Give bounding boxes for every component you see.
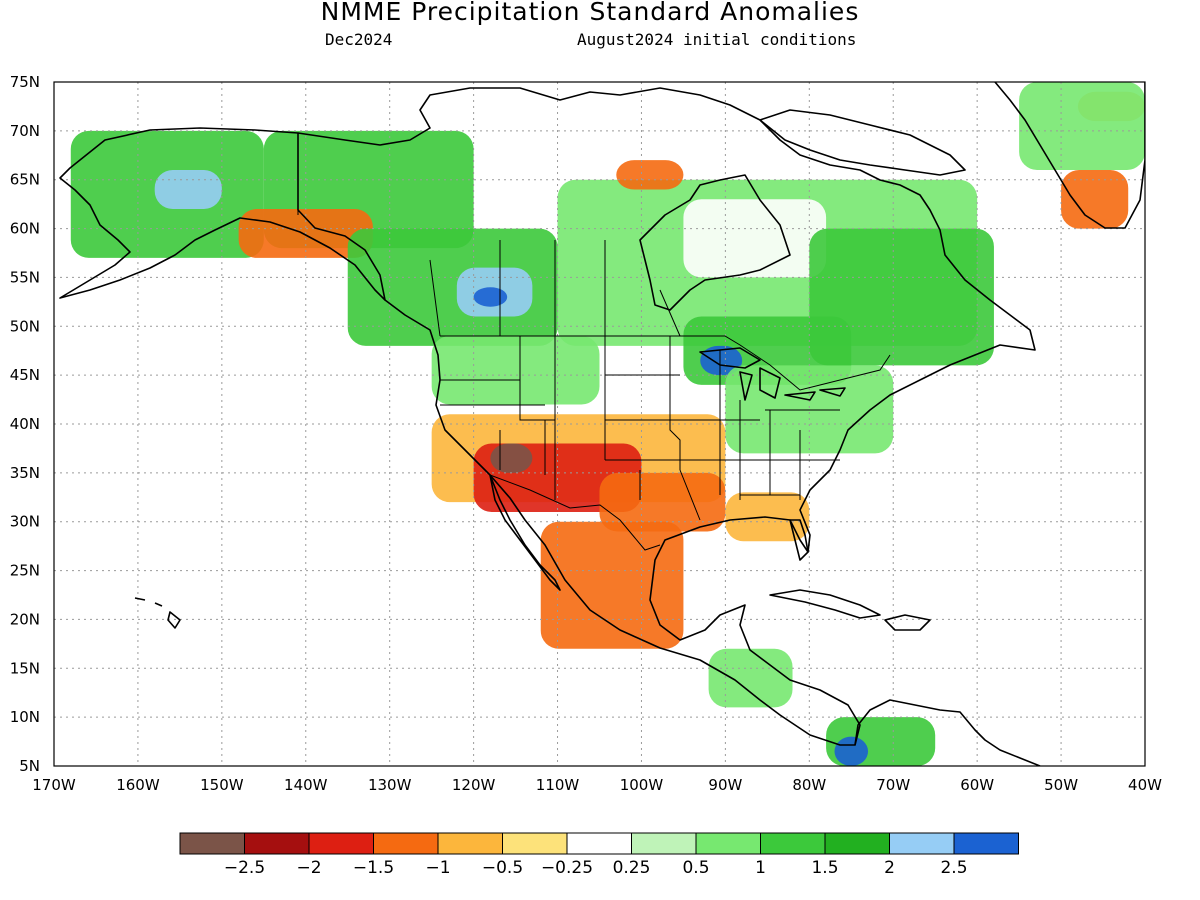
hawaii-coastline	[134, 597, 181, 629]
great-lakes-coastline	[699, 347, 846, 401]
colorbar-tick-label: −0.5	[482, 858, 523, 878]
hudson-bay-coastline	[639, 174, 791, 311]
lat-tick-label: 70N	[10, 122, 40, 140]
coastline-outline	[59, 82, 1145, 766]
lat-tick-label: 60N	[10, 220, 40, 238]
colorbar-swatch	[824, 832, 890, 855]
lat-tick-label: 65N	[10, 171, 40, 189]
canada-us-border	[440, 335, 891, 391]
anomaly-region-arctic-dry	[616, 160, 684, 190]
longitude-tick-labels: 170W 160W 150W 140W 130W 120W 110W 100W 90W 80W 70…	[32, 776, 1162, 794]
colorbar	[179, 832, 1019, 855]
colorbar-tick-label: −1	[425, 858, 450, 878]
anomaly-region-northwest-us-wet	[431, 336, 600, 405]
lon-tick-label: 80W	[792, 776, 826, 794]
colorbar-tick-label: 2	[884, 858, 895, 878]
graticule	[54, 82, 1145, 766]
colorbar-swatch	[953, 832, 1019, 855]
anomaly-region-bc-wettest	[473, 287, 508, 307]
figure-title: NMME Precipitation Standard Anomalies	[321, 0, 860, 26]
us-mexico-border	[489, 474, 661, 551]
colorbar-tick-label: 1	[755, 858, 766, 878]
map-area[interactable]	[54, 82, 1145, 766]
lat-tick-label: 10N	[10, 708, 40, 726]
baja-california-coastline	[489, 474, 561, 591]
greenland-coastline	[994, 82, 1145, 229]
anomaly-region-great-lakes-wet	[725, 365, 894, 454]
lat-tick-label: 30N	[10, 513, 40, 531]
colorbar-tick-label: 2.5	[940, 858, 967, 878]
colorbar-swatch	[760, 832, 826, 855]
lon-tick-label: 50W	[1044, 776, 1078, 794]
colorbar-swatch	[566, 832, 632, 855]
anomaly-region-southern-nevada-driest	[490, 443, 533, 473]
colorbar-tick-label: 0.25	[613, 858, 651, 878]
anomaly-region-hudson-neutral	[683, 199, 827, 278]
lon-tick-label: 140W	[284, 776, 328, 794]
anomaly-region-quebec-wet	[809, 228, 994, 366]
anomaly-region-central-america-wet	[708, 648, 793, 708]
latitude-tick-labels: 75N 70N 65N 60N 55N 50N 45N 40N 35N 30N 25N 20N 15N 1…	[10, 73, 40, 775]
us-state-borders	[440, 336, 840, 521]
lon-tick-label: 150W	[200, 776, 244, 794]
anomaly-region-greenland-wet	[1019, 82, 1145, 170]
anomaly-region-ontario-wettest	[700, 345, 743, 376]
anomaly-region-greenland-dry	[1061, 169, 1129, 229]
lat-tick-label: 40N	[10, 415, 40, 433]
lat-tick-label: 45N	[10, 366, 40, 384]
anomaly-region-alaska-interior-wet	[154, 169, 222, 210]
initial-conditions-label: August2024 initial conditions	[577, 30, 856, 49]
colorbar-swatch	[373, 832, 439, 855]
south-america-coastline	[854, 699, 1041, 766]
political-borders	[297, 133, 891, 551]
colorbar-swatch	[695, 832, 761, 855]
colorbar-tick-label: 1.5	[811, 858, 838, 878]
colorbar-swatch	[502, 832, 568, 855]
lon-tick-label: 160W	[116, 776, 160, 794]
lon-tick-label: 70W	[876, 776, 910, 794]
lon-tick-label: 90W	[708, 776, 742, 794]
anomaly-region-texas-dry	[599, 472, 726, 532]
hispaniola-coastline	[884, 614, 931, 631]
florida-coastline	[789, 519, 809, 561]
colorbar-tick-label: −1.5	[353, 858, 394, 878]
colorbar-swatch	[437, 832, 503, 855]
lon-tick-label: 170W	[32, 776, 76, 794]
lat-tick-label: 50N	[10, 317, 40, 335]
cuba-coastline	[769, 589, 881, 619]
lat-tick-label: 25N	[10, 562, 40, 580]
lat-tick-label: 35N	[10, 464, 40, 482]
colorbar-swatch	[179, 832, 245, 855]
colorbar-swatch	[631, 832, 697, 855]
colorbar-tick-label: −2.5	[224, 858, 265, 878]
baffin-island-coastline	[759, 109, 966, 176]
lon-tick-label: 60W	[960, 776, 994, 794]
lon-tick-label: 110W	[536, 776, 580, 794]
colorbar-tick-label: 0.5	[682, 858, 709, 878]
lon-tick-label: 120W	[452, 776, 496, 794]
forecast-month-label: Dec2024	[325, 30, 392, 49]
colorbar-swatch	[244, 832, 310, 855]
lat-tick-label: 15N	[10, 659, 40, 677]
lat-tick-label: 20N	[10, 610, 40, 628]
canada-province-borders	[429, 240, 681, 337]
colorbar-swatch	[889, 832, 955, 855]
colorbar-tick-label: −2	[296, 858, 321, 878]
lon-tick-label: 100W	[620, 776, 664, 794]
colorbar-tick-label: −0.25	[541, 858, 593, 878]
lon-tick-label: 40W	[1128, 776, 1162, 794]
anomaly-shading	[70, 82, 1145, 766]
lat-tick-label: 75N	[10, 73, 40, 91]
colorbar-labels: −2.5 −2 −1.5 −1 −0.5 −0.25 0.25 0.5 1 1.5 2 2.5	[224, 858, 968, 878]
colorbar-swatch	[308, 832, 374, 855]
map-frame	[53, 81, 1146, 767]
lon-tick-label: 130W	[368, 776, 412, 794]
lat-tick-label: 55N	[10, 268, 40, 286]
anomaly-region-mexico-dry	[540, 521, 684, 649]
lat-tick-label: 5N	[19, 757, 40, 775]
anomaly-region-colombia-wettest	[834, 736, 869, 766]
